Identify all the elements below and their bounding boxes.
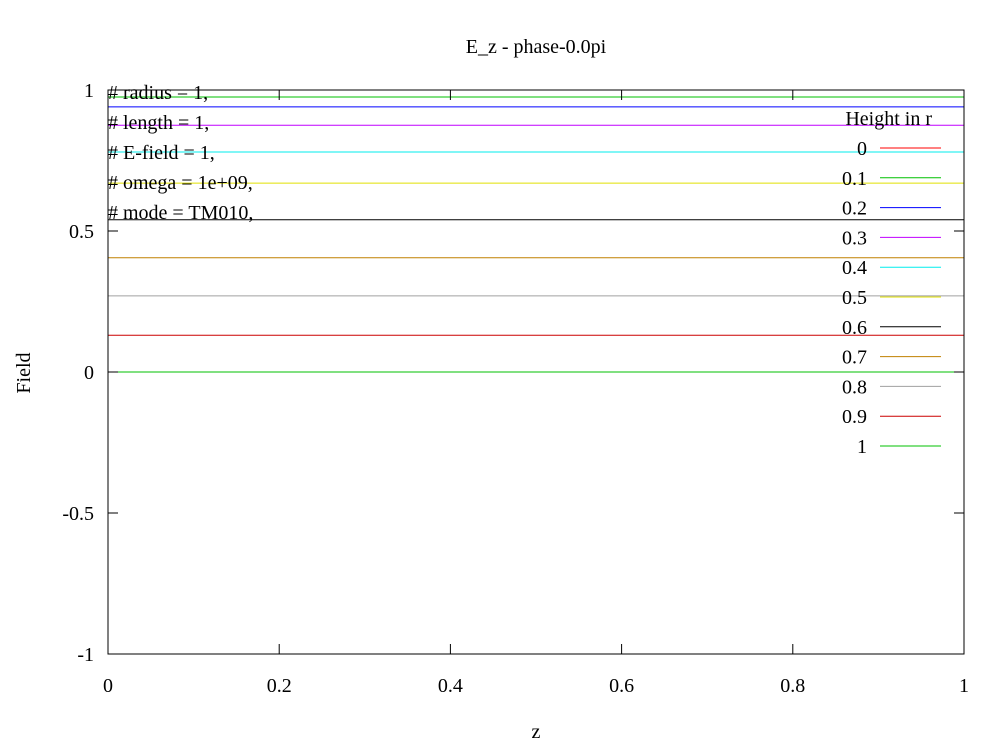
annotations-layer: # radius = 1, # length = 1, # E-field = 1,… <box>108 82 253 224</box>
legend-title: Height in r <box>845 108 932 130</box>
legend-label-5: 0.5 <box>842 287 867 309</box>
y-tick-label-0: -1 <box>77 644 94 666</box>
chart-title: E_z - phase-0.0pi <box>466 36 607 58</box>
y-axis-label: Field <box>13 352 35 393</box>
annotation-0: # radius = 1, <box>108 82 208 104</box>
legend-label-4: 0.4 <box>842 257 867 279</box>
x-tick-label-1: 0.2 <box>267 675 292 697</box>
annotation-3: # omega = 1e+09, <box>108 172 253 194</box>
legend-label-6: 0.6 <box>842 317 867 339</box>
legend-label-1: 0.1 <box>842 168 867 190</box>
y-tick-label-2: 0 <box>84 362 94 384</box>
legend-label-7: 0.7 <box>842 347 867 369</box>
x-tick-label-2: 0.4 <box>438 675 463 697</box>
x-tick-label-0: 0 <box>103 675 113 697</box>
legend-label-0: 0 <box>857 138 867 160</box>
x-axis-label: z <box>532 721 541 743</box>
x-tick-label-5: 1 <box>959 675 969 697</box>
ticks-layer: 0 0.2 0.4 0.6 0.8 1 -1 -0.5 0 0.5 1 <box>62 80 969 697</box>
x-tick-label-3: 0.6 <box>609 675 634 697</box>
legend-label-10: 1 <box>857 436 867 458</box>
legend-label-3: 0.3 <box>842 227 867 249</box>
legend-label-9: 0.9 <box>842 406 867 428</box>
annotation-4: # mode = TM010, <box>108 202 253 224</box>
legend: 0 0.1 0.2 0.3 0.4 0.5 0.6 0.7 0.8 0.9 1 <box>842 138 941 458</box>
x-tick-label-4: 0.8 <box>780 675 805 697</box>
legend-label-8: 0.8 <box>842 376 867 398</box>
y-tick-label-4: 1 <box>84 80 94 102</box>
series-layer <box>108 89 964 373</box>
y-tick-label-3: 0.5 <box>69 221 94 243</box>
y-tick-label-1: -0.5 <box>62 503 94 525</box>
legend-label-2: 0.2 <box>842 198 867 220</box>
annotation-2: # E-field = 1, <box>108 142 215 164</box>
annotation-1: # length = 1, <box>108 112 209 134</box>
